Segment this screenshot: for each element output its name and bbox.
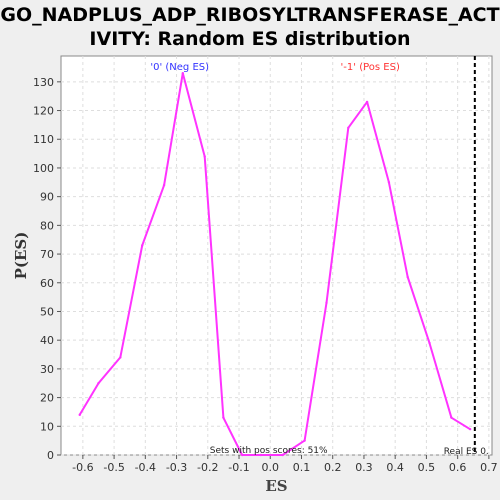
data-point bbox=[469, 428, 471, 430]
y-tick-label: 40 bbox=[40, 334, 54, 347]
y-axis-label: P(ES) bbox=[12, 232, 30, 280]
data-point bbox=[222, 416, 224, 418]
y-tick-label: 70 bbox=[40, 248, 54, 261]
neg-es-label: '0' (Neg ES) bbox=[150, 62, 209, 73]
x-tick-label: -0.5 bbox=[103, 461, 124, 474]
y-tick-label: 50 bbox=[40, 305, 54, 318]
data-point bbox=[428, 342, 430, 344]
y-tick-label: 120 bbox=[33, 105, 54, 118]
x-axis: -0.6 -0.5 -0.4 -0.3 -0.2 -0.1 0.0 0.1 0.2 0.3 0.4 0… bbox=[72, 455, 497, 474]
x-tick-label: -0.4 bbox=[135, 461, 156, 474]
x-tick-label: 0.5 bbox=[418, 461, 436, 474]
x-tick-label: 0.2 bbox=[324, 461, 342, 474]
real-es-label: Real ES 0. bbox=[444, 447, 489, 457]
x-tick-label: 0.3 bbox=[355, 461, 373, 474]
y-tick-label: 90 bbox=[40, 191, 54, 204]
x-tick-label: 0.6 bbox=[449, 461, 467, 474]
data-point bbox=[450, 416, 452, 418]
plot-area bbox=[61, 56, 492, 455]
data-point bbox=[97, 382, 99, 384]
data-point bbox=[163, 184, 165, 186]
x-tick-label: 0.7 bbox=[480, 461, 498, 474]
x-tick-label: -0.3 bbox=[166, 461, 187, 474]
data-point bbox=[325, 302, 327, 304]
data-point bbox=[303, 439, 305, 441]
pos-scores-label: Sets with pos scores: 51% bbox=[210, 446, 328, 456]
x-tick-label: 0.1 bbox=[293, 461, 311, 474]
y-tick-label: 10 bbox=[40, 420, 54, 433]
y-tick-label: 100 bbox=[33, 162, 54, 175]
x-tick-label: 0.0 bbox=[262, 461, 280, 474]
y-tick-label: 20 bbox=[40, 392, 54, 405]
x-axis-label: ES bbox=[265, 477, 287, 495]
data-point bbox=[79, 414, 81, 416]
data-point bbox=[347, 127, 349, 129]
y-tick-label: 0 bbox=[47, 449, 54, 462]
data-point bbox=[119, 356, 121, 358]
x-tick-label: -0.2 bbox=[197, 461, 218, 474]
y-tick-label: 110 bbox=[33, 133, 54, 146]
data-point bbox=[406, 276, 408, 278]
data-point bbox=[141, 244, 143, 246]
pos-es-label: '-1' (Pos ES) bbox=[341, 62, 400, 73]
data-point bbox=[366, 101, 368, 103]
data-point bbox=[203, 155, 205, 157]
y-axis: 0 10 20 30 40 50 60 70 80 90 100 110 120 130 bbox=[33, 76, 61, 462]
x-tick-label: -0.6 bbox=[72, 461, 93, 474]
y-tick-label: 130 bbox=[33, 76, 54, 89]
y-tick-label: 60 bbox=[40, 277, 54, 290]
y-tick-label: 80 bbox=[40, 219, 54, 232]
x-tick-label: -0.1 bbox=[228, 461, 249, 474]
y-tick-label: 30 bbox=[40, 363, 54, 376]
data-point bbox=[388, 181, 390, 183]
x-tick-label: 0.4 bbox=[386, 461, 404, 474]
